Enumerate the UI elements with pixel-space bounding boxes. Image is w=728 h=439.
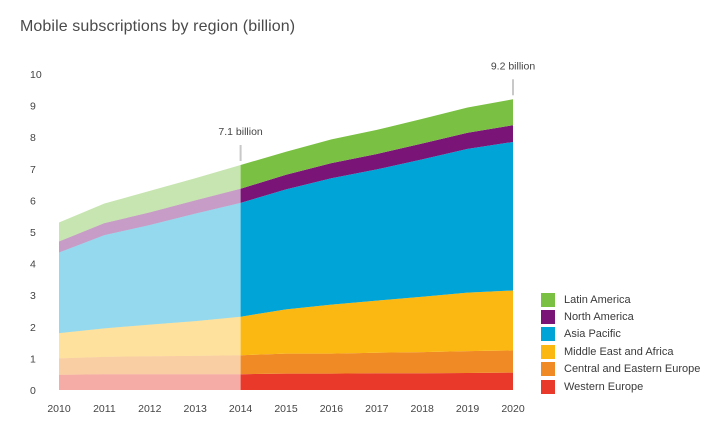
x-tick-label: 2015 bbox=[274, 403, 298, 415]
y-tick-label: 7 bbox=[30, 164, 36, 176]
legend-item-western-europe: Western Europe bbox=[541, 378, 726, 395]
legend-label: Central and Eastern Europe bbox=[564, 363, 701, 376]
legend-swatch bbox=[541, 362, 555, 377]
area-north-america-forecast bbox=[240, 125, 513, 203]
area-middle-east-and-africa-historic bbox=[59, 316, 241, 359]
area-asia-pacific-forecast bbox=[240, 141, 513, 317]
x-tick-label: 2018 bbox=[411, 403, 435, 415]
legend-label: North America bbox=[564, 311, 634, 324]
x-tick-label: 2010 bbox=[47, 403, 71, 415]
legend-swatch bbox=[541, 379, 555, 394]
legend: Latin America North America Asia Pacific Mi… bbox=[541, 291, 726, 395]
x-tick-label: 2016 bbox=[320, 403, 344, 415]
legend-label: Asia Pacific bbox=[564, 328, 621, 341]
y-tick-label: 10 bbox=[30, 69, 42, 81]
chart-title: Mobile subscriptions by region (billion) bbox=[20, 18, 296, 35]
x-tick-label: 2019 bbox=[456, 403, 480, 415]
annotation-label: 9.2 billion bbox=[491, 60, 536, 72]
area-middle-east-and-africa-forecast bbox=[240, 290, 513, 356]
area-latin-america-forecast bbox=[240, 99, 513, 189]
x-tick-label: 2012 bbox=[138, 403, 162, 415]
historic-areas bbox=[59, 165, 241, 390]
legend-label: Western Europe bbox=[564, 380, 644, 393]
annotations: 7.1 billion 9.2 billion bbox=[218, 60, 536, 162]
area-north-america-historic bbox=[59, 188, 241, 253]
legend-swatch bbox=[541, 292, 555, 307]
legend-item-latin-america: Latin America bbox=[541, 291, 726, 308]
legend-label: Latin America bbox=[564, 293, 631, 306]
legend-item-asia-pacific: Asia Pacific bbox=[541, 326, 726, 343]
x-tick-label: 2011 bbox=[93, 403, 116, 415]
y-tick-label: 0 bbox=[30, 385, 36, 397]
area-western-europe-forecast bbox=[240, 372, 513, 390]
legend-swatch bbox=[541, 327, 555, 342]
annotation-label: 7.1 billion bbox=[218, 126, 263, 138]
legend-label: Middle East and Africa bbox=[564, 345, 674, 358]
y-tick-label: 4 bbox=[30, 259, 36, 271]
legend-swatch bbox=[541, 310, 555, 325]
y-axis: 0 1 2 3 4 5 6 7 8 9 10 bbox=[30, 69, 42, 397]
y-tick-label: 9 bbox=[30, 101, 36, 113]
forecast-areas bbox=[240, 99, 513, 390]
x-tick-label: 2014 bbox=[229, 403, 253, 415]
legend-item-middle-east-and-africa: Middle East and Africa bbox=[541, 343, 726, 360]
area-central-and-eastern-europe-historic bbox=[59, 355, 241, 375]
area-latin-america-historic bbox=[59, 165, 241, 242]
y-tick-label: 3 bbox=[30, 290, 36, 302]
y-tick-label: 8 bbox=[30, 132, 36, 144]
x-tick-label: 2017 bbox=[365, 403, 389, 415]
legend-item-north-america: North America bbox=[541, 308, 726, 325]
area-asia-pacific-historic bbox=[59, 202, 241, 334]
y-tick-label: 1 bbox=[30, 353, 36, 365]
y-tick-label: 6 bbox=[30, 195, 36, 207]
area-central-and-eastern-europe-forecast bbox=[240, 350, 513, 375]
x-tick-label: 2013 bbox=[184, 403, 208, 415]
x-tick-label: 2020 bbox=[501, 403, 525, 415]
y-tick-label: 5 bbox=[30, 227, 36, 239]
x-axis: 2010 2011 2012 2013 2014 2015 2016 2017 2018 2019… bbox=[47, 403, 525, 415]
area-western-europe-historic bbox=[59, 374, 241, 390]
legend-swatch bbox=[541, 344, 555, 359]
y-tick-label: 2 bbox=[30, 322, 36, 334]
legend-item-central-and-eastern-europe: Central and Eastern Europe bbox=[541, 361, 726, 378]
